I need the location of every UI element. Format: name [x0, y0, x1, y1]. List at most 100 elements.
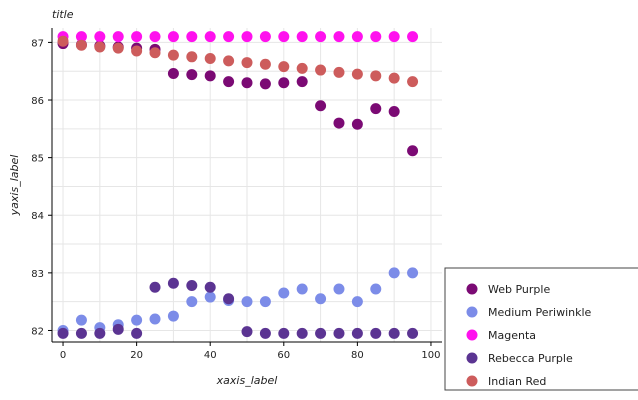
x-tick-label: 100 [421, 350, 440, 361]
data-point [57, 327, 69, 339]
data-point [259, 78, 271, 90]
data-point [370, 31, 382, 43]
data-point [370, 327, 382, 339]
data-point [259, 296, 271, 308]
data-point [149, 313, 161, 325]
data-point [259, 31, 271, 43]
chart-title: title [52, 8, 74, 21]
legend-marker [466, 306, 478, 318]
data-point [296, 327, 308, 339]
legend-marker [466, 375, 478, 387]
legend-marker [466, 329, 478, 341]
data-point [278, 327, 290, 339]
data-point [333, 66, 345, 78]
data-point [131, 45, 143, 57]
data-point [259, 327, 271, 339]
data-point [407, 267, 419, 279]
data-point [315, 31, 327, 43]
axes [51, 28, 442, 343]
data-point [370, 283, 382, 295]
data-point [315, 100, 327, 112]
data-point [370, 70, 382, 82]
x-tick-label: 20 [130, 350, 143, 361]
grid [52, 28, 442, 342]
data-point [407, 145, 419, 157]
data-point [75, 31, 87, 43]
x-ticks: 0 20 40 60 80 100 [60, 342, 441, 361]
data-point [315, 293, 327, 305]
legend-label: Rebecca Purple [488, 352, 573, 365]
data-point [351, 68, 363, 80]
data-point [388, 327, 400, 339]
data-point [315, 327, 327, 339]
data-point [131, 31, 143, 43]
data-point [407, 76, 419, 88]
data-point [149, 31, 161, 43]
series-web-purple [57, 38, 419, 157]
data-point [241, 57, 253, 69]
data-point [75, 39, 87, 51]
data-point [131, 314, 143, 326]
data-point [351, 31, 363, 43]
data-point [186, 31, 198, 43]
data-point [57, 35, 69, 47]
data-point [94, 31, 106, 43]
data-point [186, 296, 198, 308]
data-point [407, 31, 419, 43]
data-point [186, 280, 198, 292]
data-point [407, 327, 419, 339]
series-magenta [57, 31, 419, 43]
legend-label: Web Purple [488, 283, 550, 296]
y-tick-label: 84 [31, 211, 44, 222]
data-point [315, 64, 327, 76]
data-point [278, 287, 290, 299]
data-point [186, 69, 198, 81]
data-point [388, 31, 400, 43]
legend-label: Magenta [488, 329, 536, 342]
data-point [149, 47, 161, 59]
y-axis-label: yaxis_label [8, 155, 21, 217]
data-point [241, 77, 253, 89]
data-point [223, 76, 235, 88]
data-point [351, 327, 363, 339]
data-point [112, 323, 124, 335]
data-point [223, 55, 235, 67]
y-tick-label: 82 [31, 326, 44, 337]
data-point [94, 41, 106, 53]
data-point [75, 314, 87, 326]
data-point [296, 283, 308, 295]
data-point [204, 70, 216, 82]
y-tick-label: 86 [31, 96, 44, 107]
data-point [167, 277, 179, 289]
series-indian-red [57, 35, 419, 88]
data-point [204, 31, 216, 43]
data-point [204, 53, 216, 65]
data-point [167, 31, 179, 43]
data-point [278, 77, 290, 89]
data-point [149, 281, 161, 293]
x-tick-label: 40 [204, 350, 217, 361]
x-tick-label: 0 [60, 350, 66, 361]
data-point [131, 327, 143, 339]
data-point [333, 283, 345, 295]
data-point [333, 31, 345, 43]
data-point [388, 267, 400, 279]
y-tick-label: 87 [31, 38, 44, 49]
data-point [333, 327, 345, 339]
data-point [278, 31, 290, 43]
data-point [241, 31, 253, 43]
y-tick-label: 85 [31, 154, 44, 165]
y-tick-label: 83 [31, 269, 44, 280]
data-point [186, 51, 198, 63]
y-ticks: 82 83 84 85 86 87 [31, 38, 52, 337]
legend-label: Indian Red [488, 375, 546, 388]
legend-label: Medium Periwinkle [488, 306, 592, 319]
data-point [351, 296, 363, 308]
data-point [259, 58, 271, 70]
data-point [204, 291, 216, 303]
data-point [204, 281, 216, 293]
data-points [57, 31, 419, 339]
series-rebecca-purple [57, 277, 419, 339]
data-point [241, 296, 253, 308]
data-point [167, 68, 179, 80]
